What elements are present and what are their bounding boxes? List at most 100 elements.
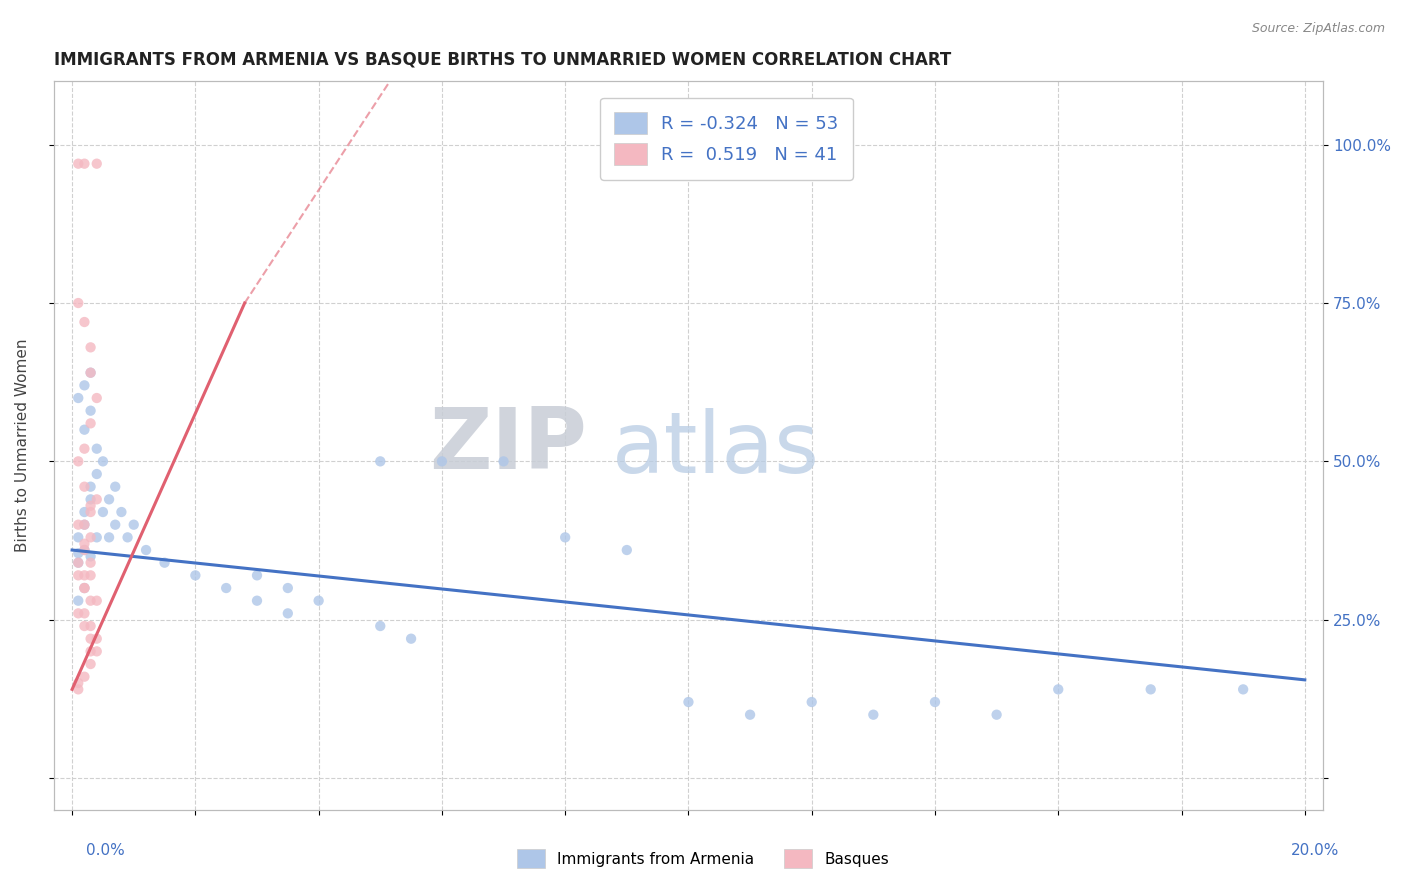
- Text: 20.0%: 20.0%: [1291, 843, 1339, 858]
- Point: [73, 581, 96, 595]
- Point: [79, 568, 101, 582]
- Text: 0.0%: 0.0%: [86, 843, 125, 858]
- Point: [73, 581, 96, 595]
- Point: [79, 417, 101, 431]
- Point: [79, 556, 101, 570]
- Point: [67, 556, 90, 570]
- Point: [86, 644, 108, 658]
- Point: [79, 480, 101, 494]
- Text: Source: ZipAtlas.com: Source: ZipAtlas.com: [1251, 22, 1385, 36]
- Point: [79, 644, 101, 658]
- Point: [1139, 682, 1161, 697]
- Point: [104, 517, 127, 532]
- Point: [215, 581, 238, 595]
- Point: [79, 530, 101, 544]
- Point: [117, 530, 139, 544]
- Point: [73, 157, 96, 171]
- Point: [73, 442, 96, 456]
- Point: [73, 543, 96, 558]
- Point: [79, 492, 101, 507]
- Point: [73, 315, 96, 329]
- Point: [79, 403, 101, 417]
- Point: [86, 593, 108, 607]
- Point: [67, 546, 90, 560]
- Point: [184, 568, 207, 582]
- Point: [79, 366, 101, 380]
- Point: [678, 695, 700, 709]
- Point: [738, 707, 761, 722]
- Point: [73, 619, 96, 633]
- Point: [246, 568, 269, 582]
- Point: [73, 517, 96, 532]
- Point: [79, 593, 101, 607]
- Point: [73, 480, 96, 494]
- Point: [67, 517, 90, 532]
- Y-axis label: Births to Unmarried Women: Births to Unmarried Women: [15, 339, 30, 552]
- Point: [86, 467, 108, 481]
- Point: [368, 619, 391, 633]
- Point: [86, 157, 108, 171]
- Point: [73, 423, 96, 437]
- Point: [368, 454, 391, 468]
- Text: ZIP: ZIP: [429, 404, 586, 487]
- Point: [91, 454, 114, 468]
- Point: [73, 537, 96, 551]
- Point: [67, 296, 90, 310]
- Point: [79, 632, 101, 646]
- Point: [98, 530, 121, 544]
- Legend: Immigrants from Armenia, Basques: Immigrants from Armenia, Basques: [509, 841, 897, 875]
- Point: [79, 549, 101, 564]
- Point: [399, 632, 422, 646]
- Point: [79, 619, 101, 633]
- Point: [98, 492, 121, 507]
- Point: [67, 530, 90, 544]
- Point: [67, 556, 90, 570]
- Point: [986, 707, 1008, 722]
- Point: [67, 568, 90, 582]
- Point: [153, 556, 176, 570]
- Point: [73, 607, 96, 621]
- Point: [67, 157, 90, 171]
- Point: [73, 543, 96, 558]
- Point: [73, 505, 96, 519]
- Point: [73, 670, 96, 684]
- Point: [67, 391, 90, 405]
- Point: [67, 676, 90, 690]
- Point: [308, 593, 330, 607]
- Point: [67, 607, 90, 621]
- Point: [800, 695, 823, 709]
- Point: [430, 454, 453, 468]
- Point: [73, 581, 96, 595]
- Point: [862, 707, 884, 722]
- Point: [110, 505, 132, 519]
- Point: [86, 442, 108, 456]
- Point: [1047, 682, 1070, 697]
- Point: [135, 543, 157, 558]
- Point: [86, 492, 108, 507]
- Point: [79, 340, 101, 354]
- Point: [104, 480, 127, 494]
- Point: [246, 593, 269, 607]
- Point: [277, 581, 299, 595]
- Point: [73, 378, 96, 392]
- Point: [924, 695, 946, 709]
- Point: [492, 454, 515, 468]
- Point: [554, 530, 576, 544]
- Point: [79, 505, 101, 519]
- Point: [67, 454, 90, 468]
- Text: IMMIGRANTS FROM ARMENIA VS BASQUE BIRTHS TO UNMARRIED WOMEN CORRELATION CHART: IMMIGRANTS FROM ARMENIA VS BASQUE BIRTHS…: [53, 51, 950, 69]
- Point: [86, 632, 108, 646]
- Point: [1232, 682, 1254, 697]
- Point: [73, 568, 96, 582]
- Legend: R = -0.324   N = 53, R =  0.519   N = 41: R = -0.324 N = 53, R = 0.519 N = 41: [600, 97, 853, 179]
- Point: [122, 517, 145, 532]
- Point: [67, 593, 90, 607]
- Text: atlas: atlas: [612, 408, 820, 491]
- Point: [86, 530, 108, 544]
- Point: [86, 391, 108, 405]
- Point: [277, 607, 299, 621]
- Point: [91, 505, 114, 519]
- Point: [616, 543, 638, 558]
- Point: [79, 657, 101, 671]
- Point: [73, 517, 96, 532]
